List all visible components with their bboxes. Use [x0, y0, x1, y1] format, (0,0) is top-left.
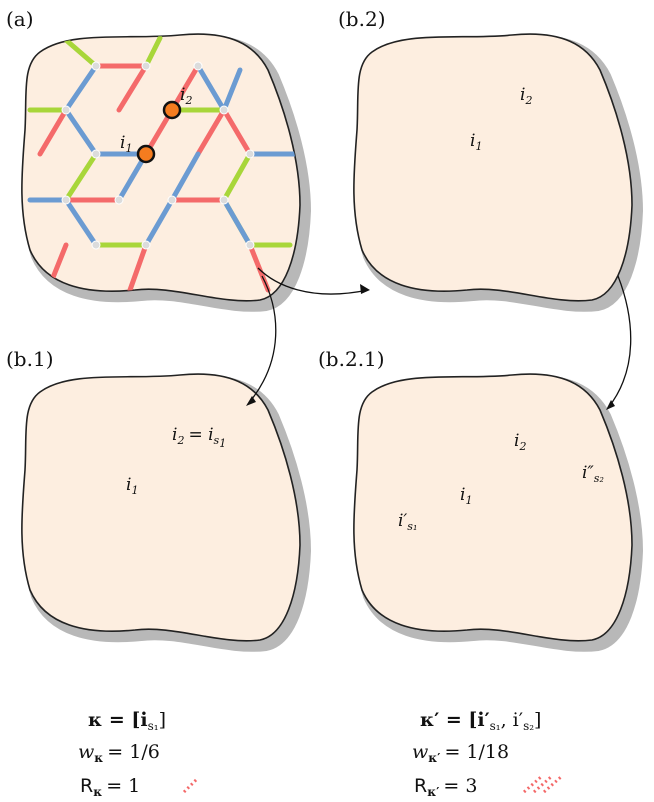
- label-i2: i2: [180, 85, 192, 107]
- panel-label-a: (a): [6, 7, 34, 31]
- panel-b2: i1 i2 (b.2): [338, 7, 638, 307]
- label-b1-i2: i2 = is1: [172, 425, 226, 450]
- label-b1-i1: i1: [126, 475, 138, 497]
- label-b2-i2: i2: [520, 85, 532, 107]
- label-is1-prime: i′s₁: [398, 511, 417, 533]
- arrow-a-to-b2: [257, 267, 369, 295]
- label-i1: i1: [120, 133, 132, 155]
- site-i1: [136, 144, 156, 164]
- equations-right: κ′ = [i′s₁, i′s₂] wκ′ = 1/18 Rκ′ = 3: [412, 709, 563, 799]
- eq-kappa: κ = [is₁]: [88, 709, 166, 733]
- panel-label-b2: (b.2): [338, 7, 386, 31]
- rank-glyph-right: [523, 774, 563, 794]
- label-b21-i1: i1: [460, 485, 472, 507]
- panel-label-b21: (b.2.1): [318, 347, 385, 371]
- panel-b21: i1 i2 i′s₁ i″s₂ (b.2.1): [318, 347, 638, 647]
- panel-b1: i1 i2 = is1 (b.1): [6, 347, 306, 647]
- flow-arrows: [247, 267, 632, 409]
- arrow-heads: [246, 284, 615, 410]
- site-i2: [162, 100, 182, 120]
- arrow-b2-to-b21: [607, 275, 632, 409]
- label-b2-i1: i1: [470, 131, 482, 153]
- equations-left: κ = [is₁] wκ = 1/6 Rκ = 1: [78, 709, 200, 799]
- panel-label-b1: (b.1): [6, 347, 54, 371]
- eq-weight-prime: wκ′ = 1/18: [412, 741, 509, 765]
- eq-rank-prime: Rκ′ = 3: [414, 775, 477, 799]
- rank-glyph-left: [182, 776, 200, 794]
- panel-a: i1 i2 (a): [6, 7, 306, 307]
- eq-weight: wκ = 1/6: [78, 741, 160, 765]
- eq-kappa-prime: κ′ = [i′s₁, i′s₂]: [420, 709, 541, 733]
- label-is2-dprime: i″s₂: [582, 463, 604, 485]
- arrow-a-to-b1: [247, 275, 277, 405]
- eq-rank: Rκ = 1: [80, 775, 140, 799]
- label-b21-i2: i2: [514, 431, 526, 453]
